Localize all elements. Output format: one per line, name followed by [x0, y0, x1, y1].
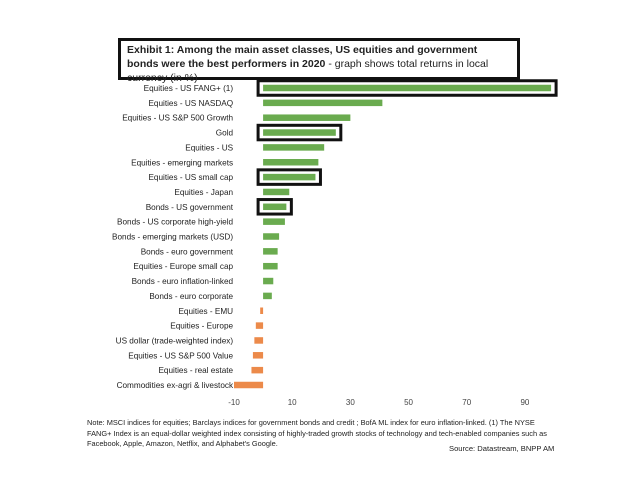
category-label: Equities - US small cap [148, 173, 233, 182]
x-tick-label: 70 [462, 398, 471, 407]
footnote: Note: MSCI indices for equities; Barclay… [87, 418, 547, 448]
x-tick-label: 30 [346, 398, 355, 407]
highlight-frame [256, 79, 558, 97]
highlight-frame [256, 168, 322, 186]
x-tick-label: 50 [404, 398, 413, 407]
category-label: Equities - US NASDAQ [148, 99, 233, 108]
bar [263, 99, 383, 107]
bar [263, 277, 274, 285]
bar [263, 248, 278, 255]
bar [263, 262, 278, 270]
category-label: Equities - real estate [158, 366, 233, 375]
highlight-frame [256, 198, 293, 216]
bar [263, 188, 290, 196]
category-label: Bonds - emerging markets (USD) [112, 233, 233, 242]
x-tick-label: -10 [228, 398, 240, 407]
bar [260, 307, 264, 314]
bar [252, 352, 264, 359]
bar [263, 144, 325, 151]
chart-title: Exhibit 1: Among the main asset classes,… [127, 44, 478, 70]
category-label: Equities - US S&P 500 Value [128, 351, 233, 360]
category-label: Equities - US [185, 143, 233, 152]
highlight-frame [256, 123, 343, 142]
chart-subtitle: - graph shows total returns in local cur… [127, 58, 489, 84]
bar [263, 292, 272, 300]
bar [263, 159, 319, 166]
category-label: Equities - emerging markets [131, 158, 233, 167]
bar [251, 366, 264, 374]
category-label: Commodities ex-agri & livestock [117, 381, 234, 390]
category-label: Equities - US FANG+ (1) [144, 84, 234, 93]
source-note: Source: Datastream, BNPP AM [449, 444, 555, 453]
category-label: US dollar (trade-weighted index) [116, 336, 234, 345]
category-label: Bonds - euro government [141, 247, 234, 256]
category-label: Bonds - US corporate high-yield [117, 218, 233, 227]
category-label: Equities - Europe [170, 322, 233, 331]
category-label: Equities - US S&P 500 Growth [122, 114, 233, 123]
category-label: Bonds - US government [146, 203, 234, 212]
bar [254, 337, 264, 344]
category-label: Equities - Europe small cap [133, 262, 233, 271]
category-label: Bonds - euro inflation-linked [132, 277, 234, 286]
bar [263, 173, 316, 181]
category-label: Bonds - euro corporate [149, 292, 233, 301]
bar [263, 84, 552, 92]
category-label: Equities - EMU [178, 307, 233, 316]
category-label: Gold [216, 129, 234, 138]
bar [263, 218, 285, 225]
bar [234, 381, 264, 389]
bar [263, 233, 280, 240]
x-tick-label: 10 [288, 398, 297, 407]
bar [263, 129, 336, 136]
x-tick-label: 90 [520, 398, 529, 407]
bar [263, 114, 351, 121]
bar [255, 322, 264, 329]
bar [263, 203, 287, 211]
category-label: Equities - Japan [174, 188, 233, 197]
chart-title-box: Exhibit 1: Among the main asset classes,… [118, 38, 520, 84]
